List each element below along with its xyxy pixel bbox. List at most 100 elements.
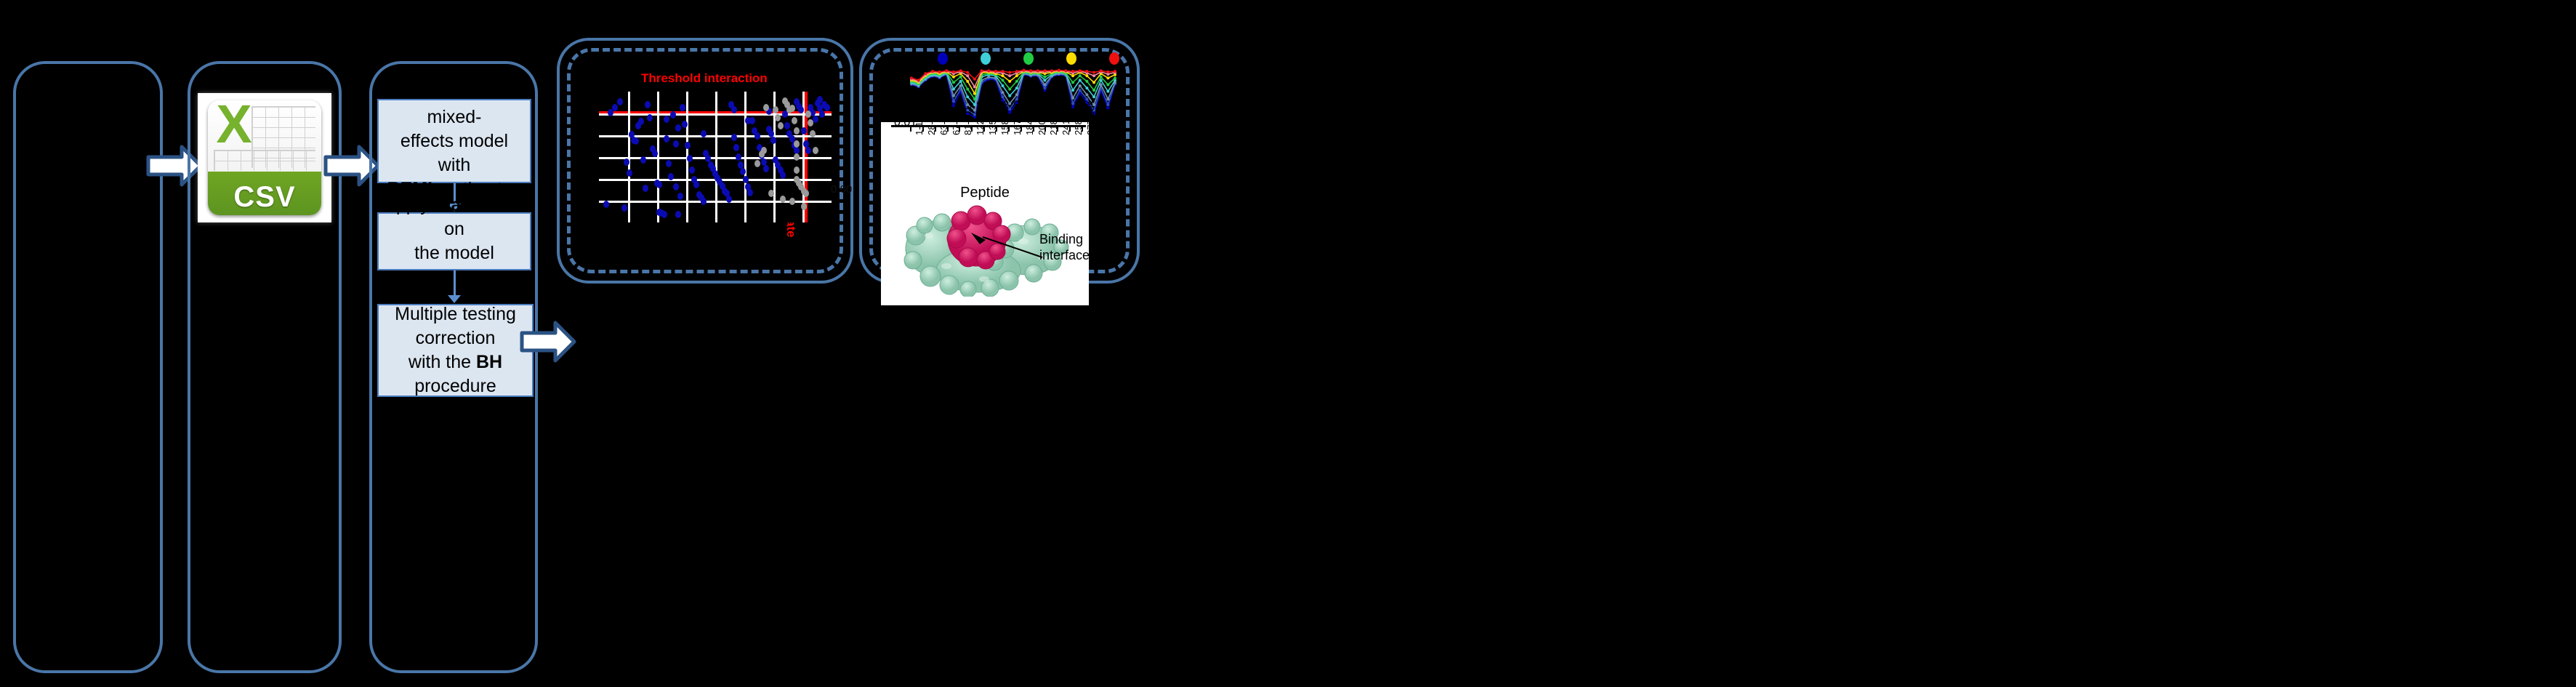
line-marker: [951, 87, 955, 91]
line-marker: [959, 84, 962, 88]
scatter-point: [643, 185, 648, 193]
binding-interface-arrow: [971, 233, 1043, 258]
line-marker: [1085, 87, 1089, 90]
scatter-point: [675, 211, 681, 219]
scatter-point: [616, 98, 623, 106]
scatter-point: [814, 100, 821, 108]
scatter-point: [707, 161, 714, 169]
scatter-plot[interactable]: [599, 92, 832, 222]
scatter-point: [800, 203, 807, 211]
scatter-point: [808, 103, 814, 111]
line-marker: [973, 77, 976, 81]
line-marker: [966, 108, 970, 112]
step1-line1: Fit a linear mixed-: [411, 82, 497, 127]
x-axis-tick-label: 67-75: [950, 111, 962, 135]
panel-csv-data[interactable]: [188, 61, 342, 673]
step-bh-correction-box[interactable]: Multiple testing correction with the BH …: [377, 304, 534, 397]
line-marker: [1114, 79, 1116, 82]
x-axis-tick: [1069, 125, 1071, 132]
step-fit-model-box[interactable]: Fit a linear mixed- effects model with R…: [377, 83, 531, 199]
line-marker: [1001, 70, 1005, 73]
binding-interface-line2: interface: [1039, 248, 1090, 262]
line-marker: [930, 70, 934, 73]
x-axis-tick: [996, 125, 997, 132]
scatter-point: [817, 105, 823, 113]
x-axis-line: [891, 125, 1086, 127]
scatter-point: [663, 134, 669, 142]
line-marker: [973, 113, 976, 116]
line-marker: [966, 79, 970, 83]
line-marker: [973, 92, 976, 95]
line-marker: [1099, 75, 1103, 79]
threshold-interaction-label: Threshold interaction: [641, 71, 768, 85]
x-axis-tick-label: 28-44: [925, 111, 937, 135]
step2-tail: on: [444, 219, 464, 239]
scatter-point: [789, 134, 795, 142]
x-axis-tick: [1020, 125, 1022, 132]
scatter-point: [798, 106, 805, 114]
scatter-point: [784, 121, 791, 129]
scatter-point: [709, 165, 716, 173]
x-axis-tick: [1032, 125, 1034, 132]
scatter-point: [675, 124, 681, 132]
scatter-point: [744, 183, 751, 191]
line-marker: [1001, 95, 1005, 99]
line-marker: [1085, 97, 1089, 101]
scatter-point: [684, 141, 691, 149]
line-marker: [1092, 103, 1096, 107]
line-marker: [959, 75, 962, 79]
panel-threshold-scatter[interactable]: [557, 38, 853, 284]
scatter-point: [693, 180, 700, 188]
panel-statistical-analysis[interactable]: [369, 61, 538, 673]
line-marker: [1071, 89, 1075, 92]
step3-line3-lead: with the: [408, 352, 476, 372]
scatter-point: [715, 174, 721, 182]
spreadsheet-grid-lower-icon: [214, 150, 315, 171]
x-axis-tick: [1082, 125, 1083, 132]
line-marker: [1085, 100, 1089, 104]
excel-x-glyph: X: [216, 100, 252, 154]
scatter-point: [689, 166, 695, 174]
scatter-point: [670, 111, 677, 119]
line-marker: [1008, 94, 1012, 97]
binding-interface-label: Binding interface: [1039, 231, 1090, 263]
scatter-point: [691, 175, 698, 183]
scatter-point: [768, 190, 774, 198]
line-marker: [1008, 108, 1012, 111]
scatter-point: [775, 114, 781, 121]
line-marker: [1114, 73, 1116, 76]
scatter-point: [808, 119, 814, 127]
scatter-point: [765, 108, 772, 115]
scatter-point: [730, 106, 737, 114]
panel-input[interactable]: [13, 61, 163, 673]
step3-line1: Multiple testing: [395, 304, 516, 324]
line-marker: [1106, 106, 1110, 110]
line-marker: [1085, 93, 1089, 97]
csv-file-icon[interactable]: X CSV: [208, 100, 321, 215]
scatter-point: [736, 153, 741, 161]
step-wald-tests-box[interactable]: Apply Wald tests on the model parameters: [377, 195, 531, 287]
line-marker: [1071, 81, 1075, 84]
scatter-point: [686, 154, 693, 162]
scatter-point: [756, 144, 762, 152]
scatter-point: [752, 127, 758, 134]
scatter-point: [621, 204, 628, 212]
arrow-to-stats: [323, 142, 381, 189]
scatter-point: [724, 190, 730, 198]
scatter-point: [789, 105, 795, 113]
line-marker: [1092, 81, 1096, 84]
x-axis-tick: [946, 125, 949, 132]
line-marker: [973, 115, 976, 118]
x-axis-tick: [971, 125, 973, 132]
scatter-point: [608, 108, 613, 116]
legend-dot-series-5: [1109, 52, 1119, 65]
line-marker: [938, 70, 941, 73]
scatter-point: [698, 193, 704, 201]
line-marker: [1092, 89, 1096, 92]
peptide-line-chart[interactable]: [898, 67, 1124, 124]
line-marker: [1001, 84, 1005, 88]
scatter-point: [649, 145, 656, 153]
x-axis-tick: [1045, 125, 1047, 132]
line-marker: [1085, 79, 1089, 83]
scatter-point: [789, 198, 795, 206]
